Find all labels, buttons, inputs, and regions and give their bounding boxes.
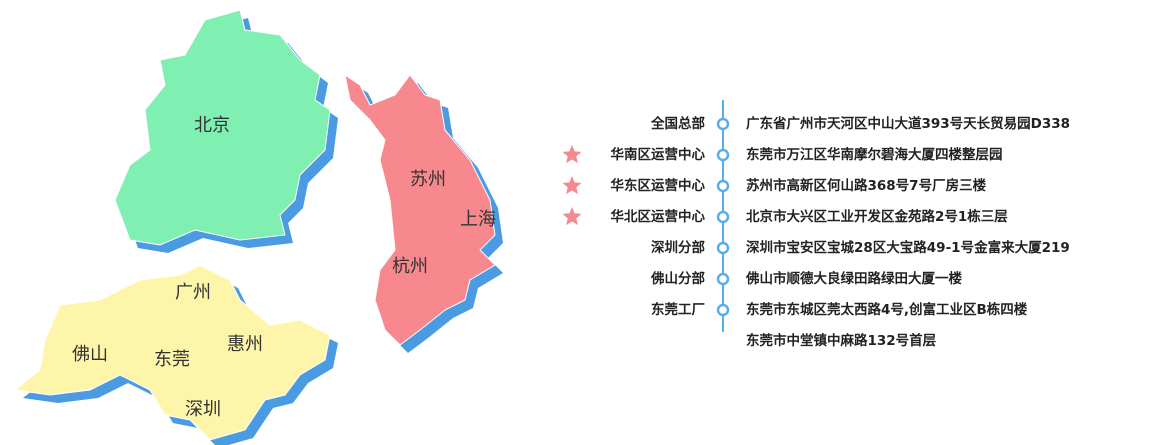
- timeline-dot: [716, 148, 730, 162]
- region: [114, 9, 331, 246]
- city-label: 上海: [460, 209, 496, 230]
- star-icon: [562, 176, 582, 195]
- office-address: 佛山市顺德大良绿田路绿田大厦一楼: [745, 270, 962, 287]
- timeline-dot: [716, 303, 730, 317]
- city-label: 杭州: [392, 256, 428, 277]
- timeline-dot: [716, 117, 730, 131]
- timeline-dot: [716, 272, 730, 286]
- city-label: 东莞: [154, 349, 190, 370]
- office-address: 东莞市东城区莞太西路4号,创富工业区B栋四楼: [746, 301, 1028, 318]
- office-name: 全国总部: [650, 115, 705, 132]
- city-label: 北京: [194, 115, 230, 136]
- office-name: 华东区运营中心: [611, 177, 706, 194]
- region: [344, 73, 496, 346]
- office-name: 华北区运营中心: [611, 208, 706, 225]
- office-name: 佛山分部: [650, 270, 705, 287]
- star-icon: [562, 145, 582, 164]
- timeline-dot: [716, 241, 730, 255]
- office-address: 北京市大兴区工业开发区金苑路2号1栋三层: [746, 208, 1008, 225]
- city-label: 苏州: [410, 169, 446, 190]
- timeline-dot: [716, 179, 730, 193]
- city-label: 佛山: [72, 344, 108, 365]
- star-icon: [562, 207, 582, 226]
- region: [13, 264, 331, 441]
- office-name: 深圳分部: [651, 239, 705, 256]
- office-name: 华南区运营中心: [611, 146, 706, 163]
- office-address: 广东省广州市天河区中山大道393号天长贸易园D338: [746, 115, 1070, 132]
- office-address: 苏州市高新区何山路368号7号厂房三楼: [746, 177, 987, 194]
- office-name: 东莞工厂: [651, 301, 705, 318]
- office-address: 东莞市中堂镇中麻路132号首层: [746, 332, 936, 349]
- office-address: 东莞市万江区华南摩尔碧海大厦四楼整层园: [746, 146, 1003, 163]
- city-label: 深圳: [185, 399, 221, 420]
- city-label: 惠州: [227, 334, 263, 355]
- timeline-dot: [716, 210, 730, 224]
- office-address: 深圳市宝安区宝城28区大宝路49-1号金富来大厦219: [746, 239, 1070, 256]
- city-label: 广州: [175, 282, 211, 303]
